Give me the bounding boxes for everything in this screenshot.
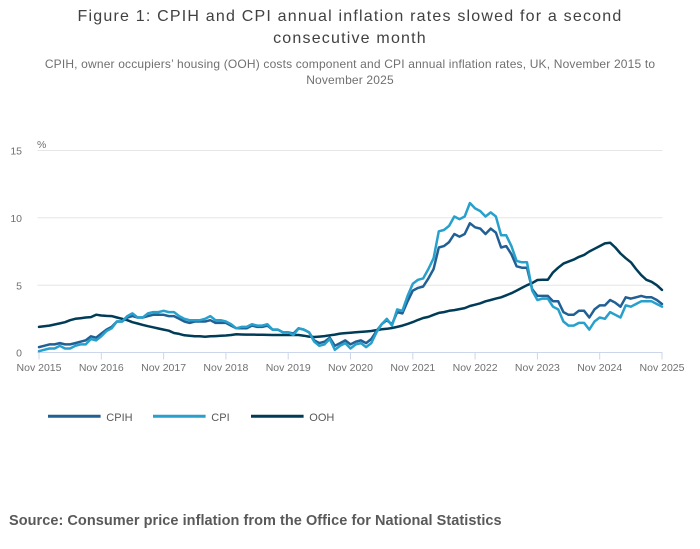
svg-text:Nov 2023: Nov 2023 xyxy=(515,362,560,374)
svg-text:5: 5 xyxy=(16,280,22,292)
svg-text:10: 10 xyxy=(10,213,22,225)
svg-text:0: 0 xyxy=(16,348,22,360)
svg-text:Nov 2015: Nov 2015 xyxy=(17,362,62,374)
svg-text:Nov 2017: Nov 2017 xyxy=(141,362,186,374)
svg-text:OOH: OOH xyxy=(309,412,334,424)
svg-text:Nov 2016: Nov 2016 xyxy=(79,362,124,374)
svg-text:Nov 2022: Nov 2022 xyxy=(453,362,498,374)
svg-text:Nov 2018: Nov 2018 xyxy=(203,362,248,374)
svg-text:%: % xyxy=(37,139,46,151)
svg-text:Nov 2024: Nov 2024 xyxy=(577,362,622,374)
svg-text:CPIH: CPIH xyxy=(106,412,132,424)
svg-text:Nov 2020: Nov 2020 xyxy=(328,362,373,374)
svg-text:CPI: CPI xyxy=(211,412,229,424)
svg-text:Nov 2019: Nov 2019 xyxy=(266,362,311,374)
svg-text:Nov 2025: Nov 2025 xyxy=(640,362,685,374)
svg-text:Nov 2021: Nov 2021 xyxy=(390,362,435,374)
svg-text:15: 15 xyxy=(10,146,22,158)
